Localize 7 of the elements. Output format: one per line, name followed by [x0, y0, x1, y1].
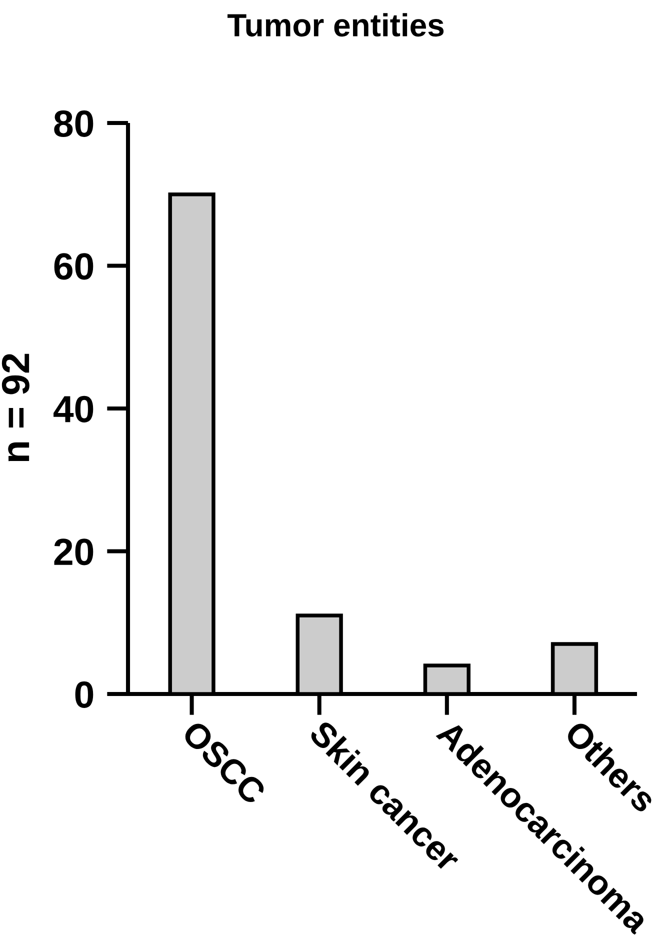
y-tick-label: 80	[54, 110, 94, 137]
chart-title: Tumor entities	[228, 13, 444, 37]
y-tick-label: 20	[54, 538, 94, 566]
y-tick-label: 60	[54, 253, 94, 280]
y-tick-label: 40	[54, 396, 94, 422]
y-axis-title: n = 92	[2, 354, 30, 462]
y-tick-label: 0	[75, 681, 94, 708]
